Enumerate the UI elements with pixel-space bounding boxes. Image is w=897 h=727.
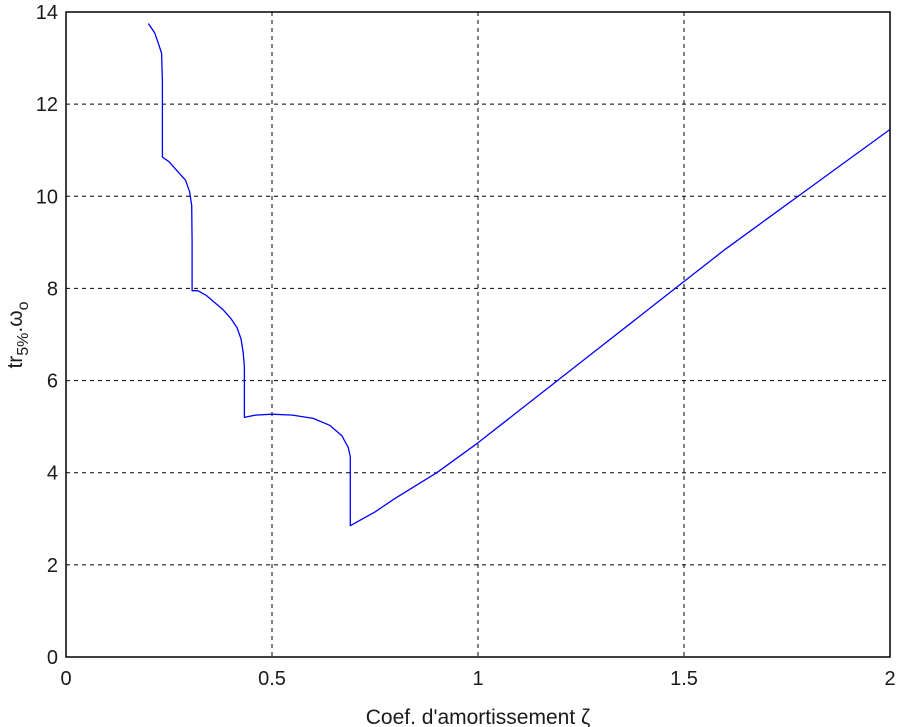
x-axis-label: Coef. d'amortissement ζ [366,706,591,727]
grid [66,12,890,657]
plot-frame [65,11,891,658]
x-tick-label: 0.5 [258,668,286,690]
series-layer [147,23,891,527]
x-tick-label: 0 [60,668,71,690]
x-tick-label: 1.5 [670,668,698,690]
y-tick-label: 12 [36,94,58,116]
x-tick-label: 1 [472,668,483,690]
y-axis-label-main: tr [4,356,27,369]
y-axis-label-mid: .ω [4,310,27,332]
y-tick-label: 8 [47,278,58,300]
series-line [147,23,891,527]
y-tick-label: 0 [47,647,58,669]
y-tick-label: 4 [47,463,58,485]
y-tick-label: 10 [36,186,58,208]
y-tick-label: 14 [36,2,58,24]
y-axis-label-sub2: o [15,301,32,310]
y-tick-label: 2 [47,555,58,577]
tick-labels: 0 0.5 1 1.5 2 0 2 4 6 8 10 12 14 [36,2,896,690]
y-axis-label: tr5%.ωo [4,301,32,368]
y-axis-label-sub1: 5% [15,333,32,356]
x-tick-label: 2 [884,668,895,690]
y-tick-label: 6 [47,371,58,393]
